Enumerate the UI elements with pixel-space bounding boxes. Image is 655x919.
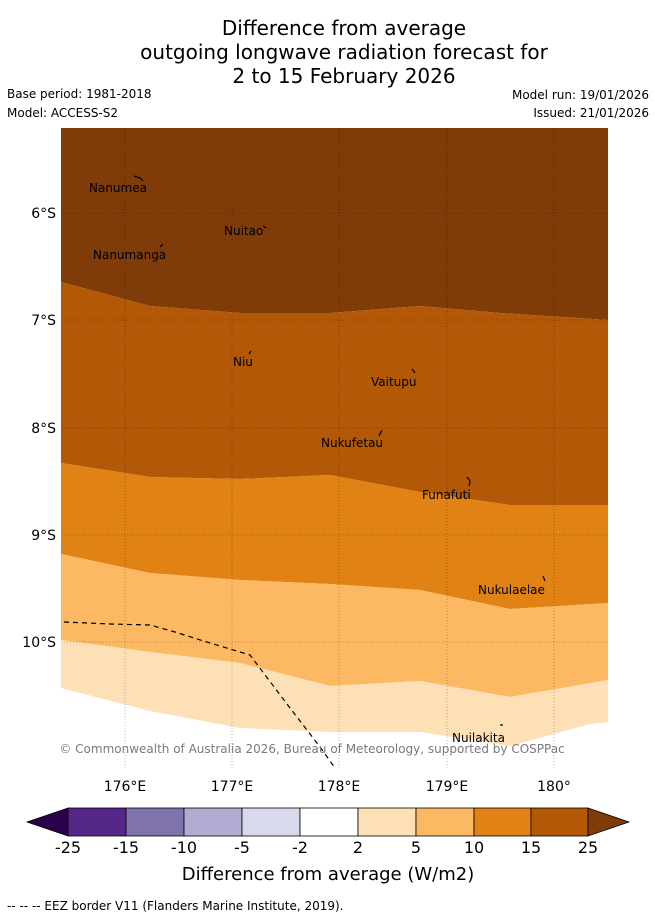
colorbar-segment-8 [473, 807, 532, 837]
island-nanumea [133, 175, 144, 182]
colorbar-tick: -25 [55, 838, 81, 857]
place-label-funafuti: Funafuti [422, 488, 471, 502]
place-label-nanumanga: Nanumanga [93, 248, 166, 262]
colorbar-tick: -10 [171, 838, 197, 857]
island-nuitao [262, 225, 267, 229]
place-label-nuitao: Nuitao [224, 224, 263, 238]
lat-label-6s: 6°S [31, 206, 56, 222]
band-5-10 [61, 463, 608, 609]
island-nanumanga [159, 243, 164, 248]
colorbar-tick: 25 [578, 838, 598, 857]
colorbar-segment-4 [241, 807, 301, 837]
map-plot-area: Nanumea Nuitao Nanumanga Niu Vaitupu Nuk… [59, 128, 608, 768]
model-name: Model: ACCESS-S2 [7, 106, 119, 120]
island-nukufetau [378, 429, 383, 437]
colorbar-tick: -15 [113, 838, 139, 857]
base-period: Base period: 1981-2018 [7, 87, 152, 101]
colorbar-segment-7 [415, 807, 475, 837]
band-neutral-light [61, 640, 608, 746]
copyright-notice: © Commonwealth of Australia 2026, Bureau… [59, 742, 564, 756]
place-label-nuilakita: Nuilakita [452, 731, 505, 745]
model-run: Model run: 19/01/2026 [511, 88, 649, 102]
place-label-nukufetau: Nukufetau [321, 436, 383, 450]
graticule [61, 128, 608, 768]
band-15-25 [61, 128, 608, 320]
lat-label-10s: 10°S [22, 635, 56, 651]
colorbar-tick: -2 [292, 838, 308, 857]
issued-date: Issued: 21/01/2026 [533, 106, 649, 120]
colorbar-tick: 5 [411, 838, 421, 857]
colorbar [25, 807, 631, 837]
lon-label-180: 180° [537, 779, 571, 795]
lat-label-7s: 7°S [31, 313, 56, 329]
lat-label-8s: 8°S [31, 421, 56, 437]
eez-border [63, 621, 336, 768]
title-line-2: outgoing longwave radiation forecast for [140, 40, 548, 64]
colorbar-tick: 2 [353, 838, 363, 857]
colorbar-segment-3 [183, 807, 243, 837]
place-label-nukulaelae: Nukulaelae [478, 583, 545, 597]
title-line-3: 2 to 15 February 2026 [232, 64, 456, 88]
lon-label-177e: 177°E [211, 779, 254, 795]
lon-label-176e: 176°E [104, 779, 147, 795]
island-funafuti [466, 476, 471, 487]
place-label-nanumea: Nanumea [89, 181, 147, 195]
island-vaitupu [411, 368, 416, 374]
lon-label-178e: 178°E [318, 779, 361, 795]
colorbar-tick: 15 [521, 838, 541, 857]
colorbar-tick: -5 [234, 838, 250, 857]
colorbar-segment-5 [299, 807, 359, 837]
colorbar-segment-6 [357, 807, 417, 837]
eez-border-legend: -- -- -- EEZ border V11 (Flanders Marine… [7, 899, 344, 913]
island-nukulaelae [542, 575, 546, 582]
band-10-15 [61, 282, 608, 505]
colorbar-extend-low [25, 807, 69, 837]
colorbar-tick: 10 [464, 838, 484, 857]
colorbar-segment-1 [67, 807, 127, 837]
lon-label-179e: 179°E [426, 779, 469, 795]
colorbar-segment-9 [530, 807, 589, 837]
colorbar-segment-2 [125, 807, 185, 837]
lat-label-9s: 9°S [31, 528, 56, 544]
colorbar-extend-high [587, 807, 631, 837]
chart-title: Difference from average outgoing longwav… [0, 16, 655, 88]
band-2-5 [61, 554, 608, 697]
colorbar-label: Difference from average (W/m2) [182, 864, 474, 885]
island-niu [248, 350, 252, 355]
title-line-1: Difference from average [221, 16, 467, 40]
place-label-niu: Niu [233, 355, 253, 369]
place-label-vaitupu: Vaitupu [371, 375, 417, 389]
island-shapes [133, 175, 546, 726]
